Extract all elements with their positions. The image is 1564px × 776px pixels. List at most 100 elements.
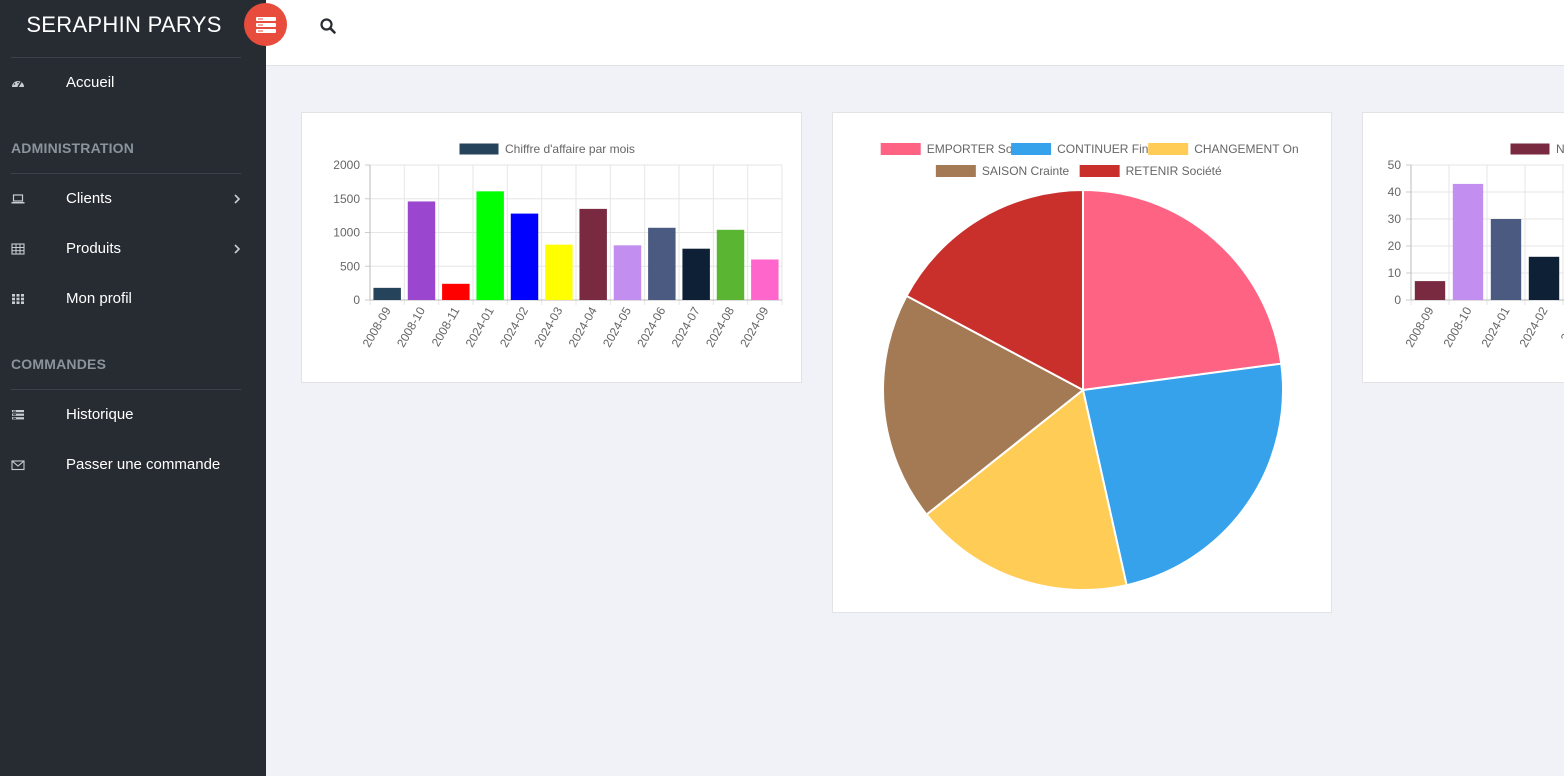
bar bbox=[476, 191, 504, 300]
bar bbox=[407, 201, 436, 300]
brand-name: SERAPHIN PARYS bbox=[26, 12, 222, 37]
sidebar-item-label: Passer une commande bbox=[66, 456, 221, 473]
envelope-icon bbox=[11, 460, 25, 471]
pie-slice bbox=[1081, 362, 1284, 587]
legend-swatch bbox=[1509, 142, 1551, 156]
y-tick-label: 0 bbox=[1394, 293, 1401, 307]
x-tick-label: 2008-10 bbox=[394, 304, 428, 349]
y-tick-label: 1500 bbox=[333, 192, 360, 206]
x-tick-label: 2008-11 bbox=[429, 304, 463, 349]
sidebar-item-passer-une-commande[interactable]: Passer une commande bbox=[0, 450, 250, 480]
revenue-bar-chart: Chiffre d'affaire par mois 0 500 1000 1500 20… bbox=[333, 142, 783, 350]
bar bbox=[1414, 281, 1446, 300]
search-icon[interactable] bbox=[319, 17, 337, 35]
section-title-commandes: COMMANDES bbox=[11, 356, 107, 372]
bar bbox=[1452, 183, 1484, 300]
x-tick-label: 2008-10 bbox=[1440, 304, 1474, 349]
legend-label: EMPORTER Soi bbox=[927, 142, 1015, 156]
legend-swatch bbox=[935, 165, 976, 177]
sidebar-divider bbox=[11, 173, 241, 174]
sidebar-item-mon-profil[interactable]: Mon profil bbox=[0, 284, 250, 314]
sidebar-item-accueil[interactable]: Accueil bbox=[0, 68, 250, 98]
table-icon bbox=[11, 243, 25, 255]
sidebar-item-label: Historique bbox=[66, 406, 134, 423]
menu-toggle-button[interactable] bbox=[244, 3, 287, 46]
x-tick-label: 2024-05 bbox=[600, 304, 634, 349]
bar bbox=[613, 245, 642, 300]
legend-swatch bbox=[1079, 165, 1120, 177]
sidebar-item-label: Accueil bbox=[66, 74, 115, 91]
pie-slice bbox=[1082, 188, 1283, 392]
y-tick-label: 30 bbox=[1388, 212, 1402, 226]
y-tick-label: 0 bbox=[353, 293, 360, 307]
sidebar: SERAPHIN PARYS Accueil ADMINISTRATION Cl… bbox=[0, 0, 266, 776]
x-tick-label: 2024-06 bbox=[634, 304, 668, 349]
x-tick-label: 2008-09 bbox=[360, 304, 394, 349]
y-tick-label: 500 bbox=[340, 259, 360, 273]
second-bar-chart-card: N 0 10 20 30 40 50 2008-09 2008-10 2024-01 2024-02… bbox=[1362, 112, 1564, 383]
sidebar-item-produits[interactable]: Produits bbox=[0, 234, 250, 264]
chart-legend: EMPORTER Soi CONTINUER Fin CHANGEMENT On SA… bbox=[880, 142, 1299, 178]
x-tick-label: 2024-03 bbox=[531, 304, 565, 349]
category-pie-chart: EMPORTER Soi CONTINUER Fin CHANGEMENT On SA… bbox=[880, 142, 1299, 591]
chart-legend: N bbox=[1509, 142, 1564, 156]
bar bbox=[1490, 219, 1522, 300]
y-tick-label: 10 bbox=[1388, 266, 1402, 280]
laptop-icon bbox=[11, 194, 25, 204]
sidebar-item-label: Produits bbox=[66, 240, 122, 257]
brand[interactable]: SERAPHIN PARYS bbox=[0, 0, 250, 50]
y-tick-label: 50 bbox=[1388, 158, 1402, 172]
legend-label: CHANGEMENT On bbox=[1194, 142, 1298, 156]
chevron-right-icon bbox=[234, 194, 241, 204]
x-tick-label: 2008-09 bbox=[1402, 304, 1436, 349]
bar bbox=[648, 227, 676, 300]
x-tick-label: 2024-01 bbox=[1478, 304, 1512, 349]
pie-slice bbox=[882, 294, 1085, 516]
list-icon bbox=[12, 410, 24, 420]
y-tick-label: 40 bbox=[1388, 185, 1402, 199]
bar bbox=[373, 287, 401, 300]
legend-label: Chiffre d'affaire par mois bbox=[505, 142, 635, 156]
sidebar-item-label: Clients bbox=[66, 190, 112, 207]
pie-chart-card: EMPORTER Soi CONTINUER Fin CHANGEMENT On SA… bbox=[832, 112, 1332, 613]
y-tick-label: 1000 bbox=[333, 226, 360, 240]
x-tick-label: 2024-0 bbox=[1558, 304, 1564, 344]
bar bbox=[510, 213, 539, 300]
chart-legend: Chiffre d'affaire par mois bbox=[458, 142, 635, 156]
revenue-chart-card: Chiffre d'affaire par mois 0 500 1000 1500 20… bbox=[301, 112, 802, 383]
dashboard-icon bbox=[12, 81, 24, 88]
bar bbox=[751, 259, 779, 300]
bar bbox=[1528, 256, 1560, 300]
sidebar-item-historique[interactable]: Historique bbox=[0, 400, 250, 430]
sidebar-divider bbox=[11, 389, 241, 390]
legend-label: SAISON Crainte bbox=[982, 164, 1070, 178]
sidebar-divider bbox=[11, 57, 241, 58]
bar bbox=[579, 208, 607, 300]
legend-label: RETENIR Société bbox=[1126, 164, 1222, 178]
x-tick-label: 2024-02 bbox=[497, 304, 531, 349]
x-tick-label: 2024-08 bbox=[703, 304, 737, 349]
x-tick-label: 2024-07 bbox=[669, 304, 703, 349]
legend-swatch bbox=[1148, 143, 1189, 155]
grid-icon bbox=[12, 294, 24, 304]
sidebar-item-clients[interactable]: Clients bbox=[0, 184, 250, 214]
x-tick-label: 2024-02 bbox=[1516, 304, 1550, 349]
x-tick-label: 2024-09 bbox=[737, 304, 771, 349]
legend-label: N bbox=[1556, 142, 1564, 156]
x-tick-label: 2024-04 bbox=[566, 304, 600, 349]
bar bbox=[716, 229, 745, 300]
menu-toggle-icon bbox=[255, 16, 276, 33]
bar bbox=[442, 283, 470, 300]
top-header bbox=[266, 0, 1564, 66]
bar bbox=[682, 248, 710, 300]
chevron-right-icon bbox=[234, 244, 241, 254]
x-tick-label: 2024-01 bbox=[463, 304, 497, 349]
legend-swatch bbox=[880, 143, 921, 155]
bar bbox=[545, 244, 573, 300]
y-tick-label: 2000 bbox=[333, 158, 360, 172]
legend-swatch bbox=[458, 142, 500, 156]
sidebar-item-label: Mon profil bbox=[66, 290, 132, 307]
legend-swatch bbox=[1011, 143, 1052, 155]
y-tick-label: 20 bbox=[1388, 239, 1402, 253]
